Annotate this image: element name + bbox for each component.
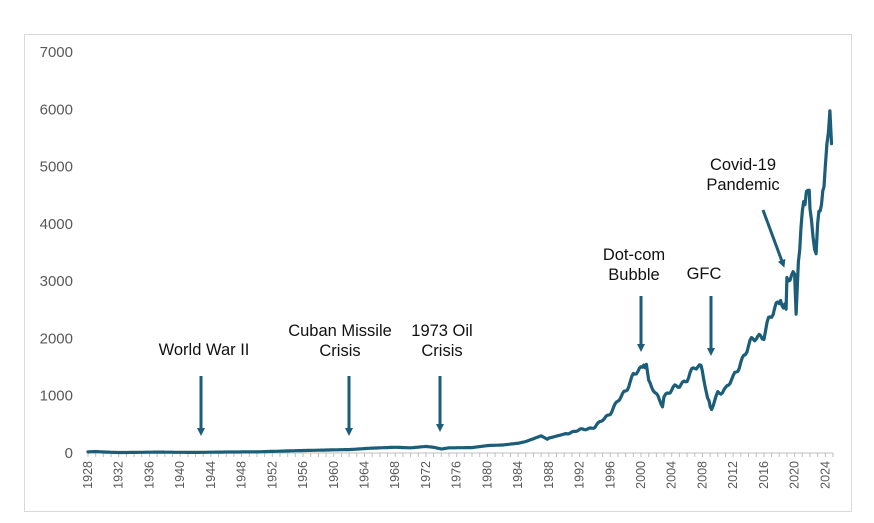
- annotation-1: Cuban Missile Crisis: [288, 322, 392, 436]
- chart-frame: [24, 34, 852, 512]
- annotation-5: Covid-19 Pandemic: [706, 156, 786, 268]
- y-tick-label: 4000: [40, 216, 73, 233]
- y-tick-label: 7000: [40, 44, 73, 61]
- annotation-label: Bubble: [608, 266, 659, 284]
- annotation-label: GFC: [687, 265, 722, 283]
- series-line: [86, 109, 834, 455]
- x-tick-label: 1932: [112, 461, 126, 489]
- x-tick-label: 1948: [235, 461, 249, 489]
- x-tick-label: 2000: [634, 461, 648, 489]
- x-tick-label: 1960: [327, 461, 341, 489]
- annotation-3: Dot-com Bubble: [603, 246, 665, 352]
- x-tick-label: 1976: [450, 461, 464, 489]
- x-tick-label: 1964: [357, 461, 371, 489]
- x-tick-label: 2020: [788, 461, 802, 489]
- x-tick-label: 2012: [726, 461, 740, 489]
- x-tick-label: 1996: [603, 461, 617, 489]
- x-tick-label: 1936: [142, 461, 156, 489]
- annotation-label: World War II: [159, 341, 250, 359]
- y-axis: 0 1000 2000 3000 4000 5000 6000 7000: [40, 44, 73, 462]
- y-tick-label: 5000: [40, 159, 73, 176]
- y-tick-label: 2000: [40, 330, 73, 347]
- x-axis: 1928 1932 1936 1940 1944 1948 1952 1956 1960 1964…: [81, 452, 834, 489]
- x-tick-label: 2004: [665, 461, 679, 489]
- x-tick-label: 1952: [265, 461, 279, 489]
- annotation-label: Covid-19: [710, 156, 776, 174]
- x-tick-label: 2008: [695, 461, 709, 489]
- annotation-label: Crisis: [421, 342, 462, 360]
- annotation-4: GFC: [687, 265, 722, 356]
- annotation-0: World War II: [159, 341, 250, 436]
- x-tick-label: 1988: [542, 461, 556, 489]
- y-tick-label: 0: [65, 445, 73, 462]
- annotations: World War II Cuban Missile Crisis 1973 Oil C…: [159, 156, 786, 436]
- series-group: [86, 109, 834, 455]
- x-tick-label: 1968: [388, 461, 402, 489]
- x-tick-label: 2024: [818, 461, 832, 489]
- annotation-2: 1973 Oil Crisis: [411, 322, 473, 432]
- y-tick-label: 1000: [40, 388, 73, 405]
- y-tick-label: 6000: [40, 101, 73, 118]
- annotation-label: 1973 Oil: [411, 322, 472, 340]
- annotation-label: Cuban Missile: [288, 322, 392, 340]
- x-tick-label: 1956: [296, 461, 310, 489]
- x-tick-label: 1940: [173, 461, 187, 489]
- x-tick-label: 1944: [204, 461, 218, 489]
- annotation-label: Dot-com: [603, 246, 665, 264]
- annotation-label: Crisis: [319, 342, 360, 360]
- x-tick-label: 2016: [757, 461, 771, 489]
- annotation-arrow: [761, 209, 786, 268]
- x-tick-label: 1928: [81, 461, 95, 489]
- annotation-label: Pandemic: [706, 176, 779, 194]
- x-tick-label: 1992: [573, 461, 587, 489]
- x-tick-label: 1972: [419, 461, 433, 489]
- x-tick-label: 1980: [480, 461, 494, 489]
- x-tick-label: 1984: [511, 461, 525, 489]
- y-tick-label: 3000: [40, 273, 73, 290]
